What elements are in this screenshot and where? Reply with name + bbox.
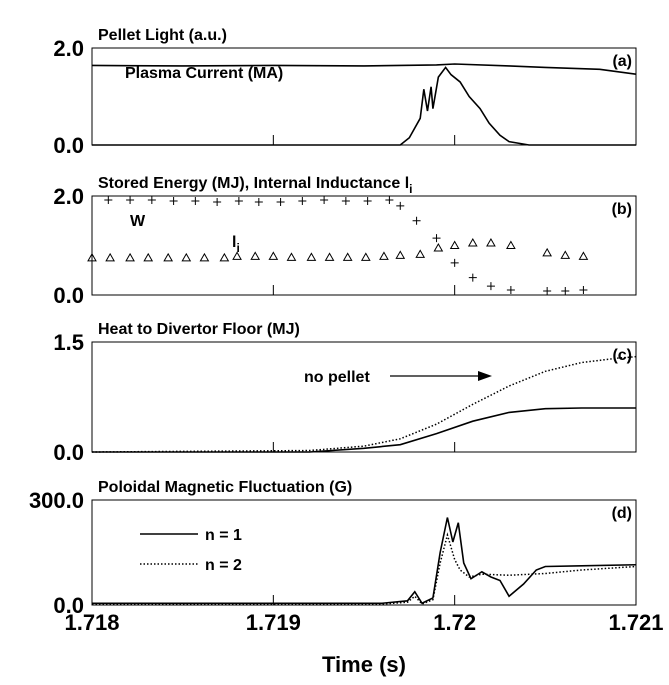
data-point [385,195,394,204]
data-line [92,407,636,453]
data-point [506,240,516,249]
data-point [543,287,552,296]
annotation-text: l [232,234,236,251]
plot-frame [91,47,637,146]
data-point [579,286,588,295]
data-point [433,242,444,252]
data-point [542,247,553,257]
data-point [163,252,174,262]
data-line [92,66,636,146]
data-point [324,252,335,261]
data-point [268,251,279,260]
panel-label: (c) [612,347,632,364]
y-tick-label: 2.0 [53,36,84,61]
data-point [467,238,478,247]
data-point [234,196,243,205]
title-subscript: i [409,182,412,196]
data-point [286,252,297,261]
data-point [181,252,192,262]
annotation: no pellet [304,369,370,386]
data-point [363,196,372,205]
data-point [191,196,200,205]
plot-frame [91,499,637,606]
title-text: Pellet Light (a.u.) [98,27,227,44]
data-point [506,286,515,295]
panel-title: Poloidal Magnetic Fluctuation (G) [98,479,352,496]
data-point [486,238,496,247]
data-point [560,250,571,259]
data-point [213,197,222,206]
data-point [147,195,156,204]
plot-frame [91,195,637,296]
panel-title: Heat to Divertor Floor (MJ) [98,321,300,338]
panel-label: (d) [612,505,632,522]
annotation: Plasma Current (MA) [125,65,283,82]
annotation: li [232,234,240,255]
data-point [396,201,405,210]
y-tick-label: 0.0 [53,440,84,465]
title-text: Heat to Divertor Floor (MJ) [98,321,300,338]
x-tick-label: 1.718 [64,610,119,635]
data-point [250,251,261,260]
panel-label: (b) [612,201,632,218]
title-text: Poloidal Magnetic Fluctuation (G) [98,479,352,496]
data-point [360,252,371,261]
annotation: W [130,213,146,230]
data-point [232,251,242,260]
y-tick-label: 0.0 [53,593,84,618]
data-point [432,234,441,243]
data-point [169,196,178,205]
x-tick-label: 1.721 [608,610,663,635]
arrow-head [478,371,492,381]
data-point [125,252,135,262]
data-point [298,196,307,205]
y-tick-label: 0.0 [53,133,84,158]
data-point [449,240,460,249]
data-point [276,197,285,206]
data-point [104,195,113,204]
x-tick-label: 1.719 [246,610,301,635]
data-point [219,252,230,262]
data-point [342,252,353,261]
panel-title: Pellet Light (a.u.) [98,27,227,44]
data-point [199,252,210,262]
data-point [450,258,459,267]
data-line [92,532,637,605]
data-point [306,252,317,261]
data-point [126,195,135,204]
data-point [415,249,426,258]
data-point [412,216,421,225]
data-point [320,195,329,204]
data-point [486,282,495,291]
data-point [87,252,97,262]
annotation-subscript: i [236,241,239,255]
data-point [254,197,263,206]
data-line [91,355,637,453]
data-point [578,251,589,260]
data-point [468,273,477,282]
y-tick-label: 0.0 [53,283,84,308]
title-text: Stored Energy (MJ), Internal Inductance … [98,175,409,192]
data-point [379,251,389,260]
data-point [143,252,154,262]
panel-label: (a) [612,53,632,70]
legend-label: n = 2 [205,557,242,574]
y-tick-label: 2.0 [53,184,84,209]
data-point [395,250,406,259]
data-point [105,252,115,262]
y-tick-label: 1.5 [53,330,84,355]
legend-label: n = 1 [205,527,242,544]
data-line [91,63,637,75]
data-line [92,517,637,605]
x-tick-label: 1.72 [433,610,476,635]
plot-frame [91,341,637,453]
panel-title: Stored Energy (MJ), Internal Inductance … [98,175,413,196]
x-axis-label: Time (s) [322,652,406,677]
y-tick-label: 300.0 [29,488,84,513]
data-point [561,287,570,296]
data-point [341,196,350,205]
